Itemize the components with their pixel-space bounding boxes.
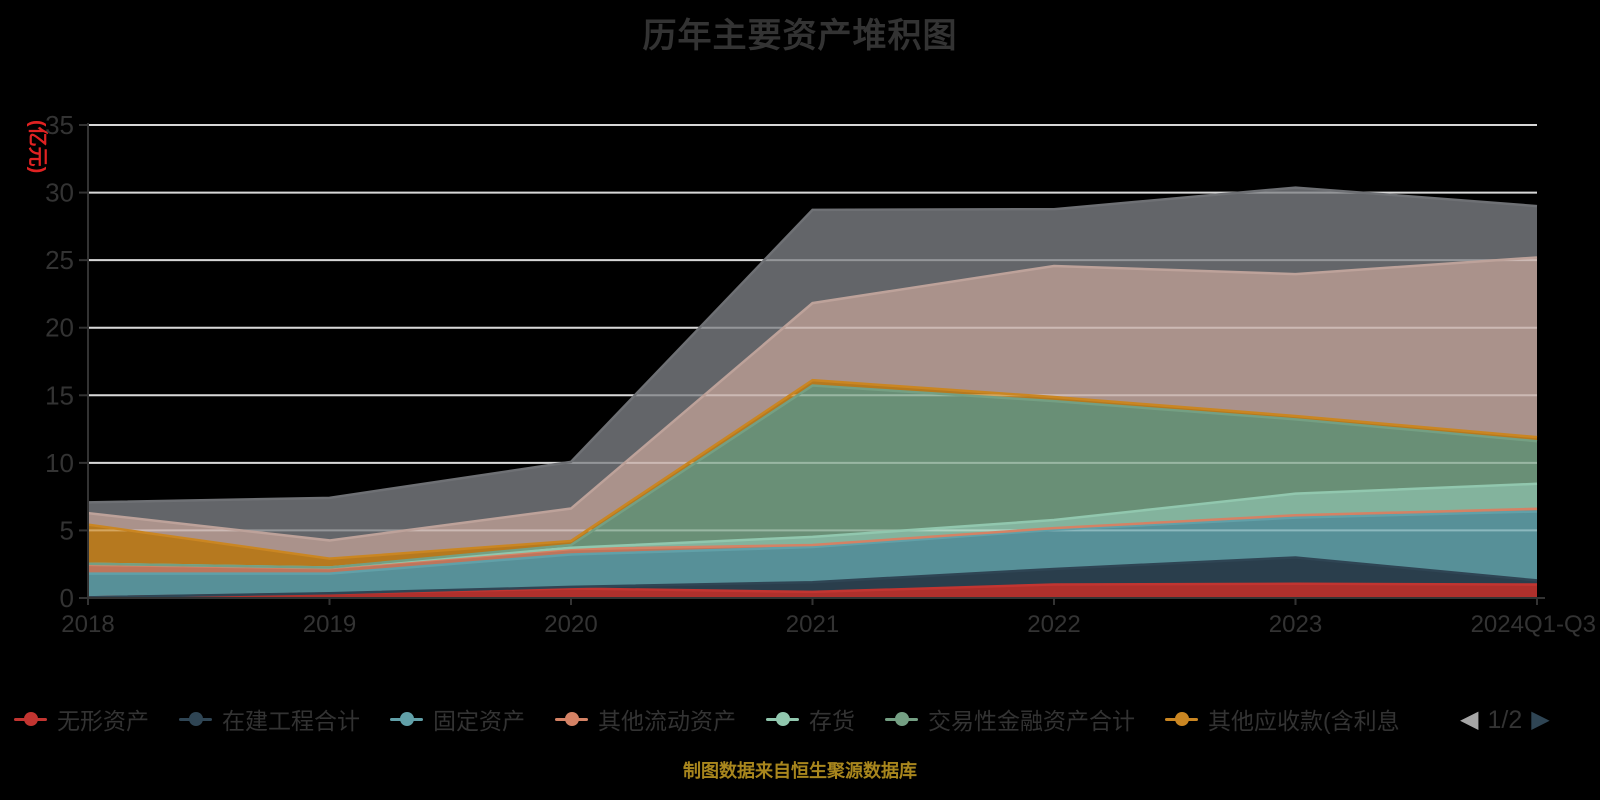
legend-label: 固定资产 — [433, 708, 525, 734]
y-tick-label-0: 0 — [60, 583, 74, 613]
x-tick-label-2018: 2018 — [61, 611, 114, 638]
area-series-7-其他应收款(含利息 — [88, 380, 1537, 568]
x-tick-label-2019: 2019 — [303, 611, 356, 638]
line-series-8 — [87, 256, 1538, 542]
y-tick-label-15: 15 — [45, 380, 74, 410]
legend-dot-icon — [894, 712, 909, 726]
legend-item-在建工程合计[interactable]: 在建工程合计 — [179, 702, 360, 736]
legend-next-page-icon[interactable]: ▶ — [1531, 706, 1550, 733]
y-tick-label-10: 10 — [45, 448, 74, 478]
line-series-9 — [87, 186, 1538, 504]
area-series-6-交易性金融资产合计 — [88, 385, 1537, 568]
legend: 无形资产 在建工程合计 固定资产 其他流动资产 存货 交易性金融资产合计 其他应收款(含利息 — [14, 698, 1400, 740]
data-source-note: 制图数据来自恒生聚源数据库 — [683, 761, 917, 781]
area-series-2-在建工程合计 — [88, 557, 1537, 598]
legend-prev-page-icon[interactable]: ◀ — [1460, 706, 1479, 733]
y-tick-label-35: 35 — [45, 110, 74, 140]
line-series-6-交易性金融资产合计 — [87, 384, 1538, 569]
legend-item-其他应收款(含利息[interactable]: 其他应收款(含利息 — [1165, 702, 1400, 736]
legend-line-marker-icon — [766, 712, 799, 726]
line-series-3-固定资产 — [88, 510, 1538, 575]
legend-dot-icon — [188, 712, 203, 726]
y-tick-label-5: 5 — [60, 515, 74, 545]
legend-label: 无形资产 — [57, 708, 149, 734]
chart-title: 历年主要资产堆积图 — [642, 17, 958, 55]
area-series-9 — [88, 187, 1537, 541]
legend-page-indicator: 1/2 — [1487, 705, 1523, 734]
legend-item-固定资产[interactable]: 固定资产 — [390, 702, 525, 736]
legend-dot-icon — [23, 712, 38, 726]
legend-dot-icon — [564, 712, 579, 726]
legend-item-无形资产[interactable]: 无形资产 — [14, 702, 149, 736]
y-tick-label-30: 30 — [45, 178, 74, 208]
area-series-1-无形资产 — [88, 583, 1537, 598]
legend-label: 交易性金融资产合计 — [928, 708, 1135, 734]
x-tick-label-2021: 2021 — [786, 611, 839, 638]
legend-line-marker-icon — [390, 712, 423, 726]
x-tick-label-2020: 2020 — [544, 611, 597, 638]
legend-dot-icon — [775, 712, 790, 726]
x-tick-label-2023: 2023 — [1269, 611, 1322, 638]
legend-line-marker-icon — [14, 712, 47, 726]
legend-line-marker-icon — [885, 712, 918, 726]
x-tick-label-2024Q1-Q3: 2024Q1-Q3 — [1471, 611, 1596, 638]
legend-line-marker-icon — [555, 712, 588, 726]
area-series-8 — [88, 257, 1537, 559]
legend-item-交易性金融资产合计[interactable]: 交易性金融资产合计 — [885, 702, 1135, 736]
legend-line-marker-icon — [179, 712, 212, 726]
legend-pager: ◀ 1/2 ▶ — [1460, 700, 1550, 740]
legend-item-其他流动资产[interactable]: 其他流动资产 — [555, 702, 736, 736]
legend-dot-icon — [1174, 712, 1189, 726]
legend-label: 其他流动资产 — [598, 708, 736, 734]
line-series-2-在建工程合计 — [87, 556, 1538, 599]
line-series-7-其他应收款(含利息 — [87, 378, 1538, 560]
legend-label: 存货 — [809, 708, 855, 734]
legend-label: 在建工程合计 — [222, 708, 360, 734]
area-series-5-存货 — [88, 483, 1537, 569]
legend-label: 其他应收款(含利息 — [1208, 708, 1400, 734]
legend-item-存货[interactable]: 存货 — [766, 702, 855, 736]
y-tick-label-25: 25 — [45, 245, 74, 275]
legend-line-marker-icon — [1165, 712, 1198, 726]
y-tick-label-20: 20 — [45, 313, 74, 343]
x-tick-label-2022: 2022 — [1027, 611, 1080, 638]
area-series-3-固定资产 — [88, 511, 1537, 598]
legend-dot-icon — [399, 712, 414, 726]
